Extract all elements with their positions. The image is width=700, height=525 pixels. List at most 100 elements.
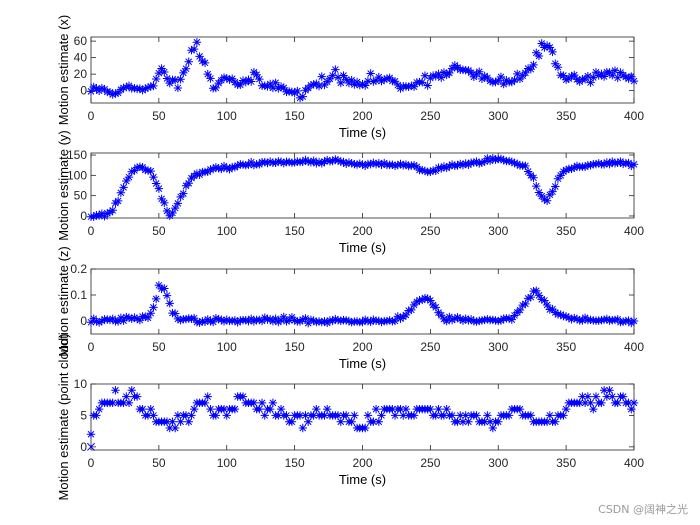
x-tick-label: 100 <box>217 456 237 470</box>
data-point <box>409 160 419 170</box>
data-point <box>86 318 96 327</box>
data-point <box>361 423 370 433</box>
data-point <box>513 159 522 169</box>
data-point <box>496 316 506 325</box>
data-point <box>404 306 413 315</box>
data-point <box>485 417 495 426</box>
y-tick-label: 5 <box>80 408 87 422</box>
data-point <box>252 70 261 79</box>
data-point <box>610 315 620 325</box>
data-point <box>138 404 147 414</box>
data-point <box>542 41 552 50</box>
data-point <box>548 47 557 57</box>
data-point <box>92 317 101 326</box>
data-point <box>135 84 145 93</box>
data-point <box>154 281 164 290</box>
data-point <box>423 294 432 303</box>
data-point <box>599 72 609 81</box>
data-point <box>396 314 405 323</box>
data-point <box>393 160 402 170</box>
data-point <box>189 44 199 54</box>
data-point <box>572 314 582 324</box>
data-point <box>377 411 386 420</box>
data-point <box>407 305 416 315</box>
data-point <box>344 316 354 326</box>
data-point <box>418 78 427 87</box>
data-point <box>464 417 473 426</box>
data-point <box>377 160 386 169</box>
data-point <box>304 417 313 426</box>
data-point <box>333 411 343 420</box>
data-point <box>217 315 226 324</box>
data-point <box>295 411 305 420</box>
data-point <box>176 417 185 426</box>
data-point <box>312 159 321 168</box>
data-point <box>371 76 381 85</box>
data-point <box>306 315 316 325</box>
data-point <box>97 83 107 93</box>
data-point <box>282 317 291 326</box>
data-point <box>437 73 446 82</box>
data-point <box>399 411 408 420</box>
data-point <box>580 162 590 171</box>
data-point <box>393 80 402 90</box>
data-point <box>469 158 479 167</box>
data-point <box>545 411 555 420</box>
data-point <box>629 398 639 408</box>
x-tick-label: 250 <box>420 224 440 238</box>
data-point <box>453 161 462 170</box>
data-point <box>184 179 193 188</box>
data-point <box>255 404 264 414</box>
data-point <box>559 411 568 420</box>
data-point <box>143 313 153 323</box>
data-point <box>575 398 584 408</box>
data-point <box>260 157 269 167</box>
data-point <box>111 89 120 98</box>
data-point <box>431 411 441 420</box>
data-point <box>116 188 126 197</box>
data-point <box>143 166 153 175</box>
data-point <box>87 442 95 451</box>
data-point <box>124 398 134 408</box>
data-point <box>450 314 460 323</box>
x-axis-label: Time (s) <box>339 240 386 255</box>
data-point <box>580 398 590 408</box>
data-point <box>542 417 552 426</box>
data-point <box>336 316 345 325</box>
data-point <box>181 64 191 73</box>
data-point <box>198 56 207 66</box>
data-point <box>496 154 506 164</box>
data-point <box>513 69 522 79</box>
x-tick-label: 50 <box>152 456 166 470</box>
data-point <box>618 159 628 169</box>
data-point <box>534 51 544 61</box>
data-point <box>233 161 242 170</box>
data-point <box>162 74 172 83</box>
data-point <box>363 411 373 420</box>
data-point <box>333 156 343 165</box>
data-point <box>89 212 98 221</box>
x-axis-label: Time (s) <box>339 356 386 371</box>
data-point <box>149 81 158 91</box>
data-point <box>295 317 305 326</box>
data-point <box>203 69 212 79</box>
data-point <box>320 411 329 420</box>
data-point <box>366 69 375 78</box>
data-point <box>412 297 421 307</box>
data-point <box>276 404 286 414</box>
data-point <box>572 161 582 171</box>
x-axis-label: Time (s) <box>339 125 386 140</box>
x-tick-label: 0 <box>88 109 95 123</box>
data-point <box>184 417 193 426</box>
data-point <box>418 295 427 305</box>
data-point <box>260 411 269 420</box>
data-point <box>352 317 362 326</box>
data-point <box>187 314 196 323</box>
data-point <box>157 64 166 73</box>
data-point <box>222 315 231 324</box>
data-point <box>238 76 248 85</box>
data-point <box>586 161 595 170</box>
data-point <box>507 157 517 167</box>
data-point <box>388 404 397 414</box>
